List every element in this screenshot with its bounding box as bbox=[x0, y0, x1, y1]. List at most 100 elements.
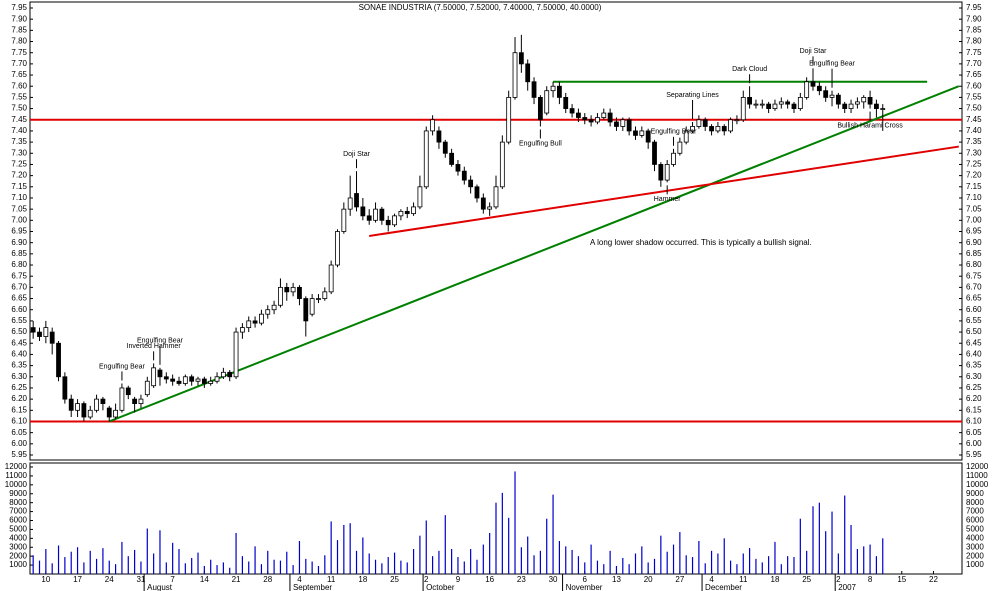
candle-body bbox=[81, 403, 87, 418]
candle-body bbox=[417, 186, 423, 208]
candle-body bbox=[785, 101, 791, 105]
candle-body bbox=[385, 219, 391, 226]
y-tick-label: 6.00 bbox=[966, 439, 982, 448]
annotation: Dark Cloud bbox=[732, 66, 767, 73]
y-tick-label: 6.40 bbox=[11, 350, 27, 359]
y-tick-label: 7.80 bbox=[966, 37, 982, 46]
candle-body bbox=[614, 121, 619, 127]
y-tick-label: 6.70 bbox=[966, 282, 982, 291]
volume-bar bbox=[514, 471, 516, 574]
candle-body bbox=[265, 309, 271, 315]
volume-bar bbox=[127, 556, 129, 574]
y-tick-label: 6.15 bbox=[11, 405, 27, 414]
y-tick-label: 6.55 bbox=[11, 316, 27, 325]
candle-body bbox=[848, 103, 854, 109]
candle-body bbox=[195, 378, 201, 382]
volume-bar bbox=[412, 549, 415, 574]
candle-body bbox=[842, 103, 848, 109]
volume-bar bbox=[666, 551, 668, 574]
y-tick-label: 6.25 bbox=[966, 383, 982, 392]
annotation: Separating Lines bbox=[666, 92, 719, 99]
y-tick-label: 6.70 bbox=[11, 282, 27, 291]
month-label: December bbox=[705, 583, 742, 591]
candle-body bbox=[810, 81, 816, 87]
candle-body bbox=[607, 112, 613, 123]
volume-bar bbox=[501, 492, 503, 574]
y-tick-label: 6.95 bbox=[966, 227, 982, 236]
candle-body bbox=[829, 94, 835, 98]
y-tick-label: 6.35 bbox=[11, 361, 27, 370]
x-tick-label: 11 bbox=[327, 575, 336, 584]
candle-body bbox=[461, 170, 467, 181]
candle-body bbox=[576, 112, 581, 118]
volume-bar bbox=[400, 560, 402, 574]
candle-body bbox=[170, 378, 176, 382]
volume-bar bbox=[825, 531, 827, 574]
x-tick-label: 6 bbox=[583, 575, 588, 584]
x-tick-label: 17 bbox=[73, 575, 82, 584]
candle-body bbox=[214, 376, 220, 382]
y-tick-label: 7.95 bbox=[966, 3, 982, 12]
candle-body bbox=[531, 81, 537, 98]
y-tick-label: 6.25 bbox=[11, 383, 27, 392]
volume-bar bbox=[32, 555, 34, 574]
y-tick-label: 7.65 bbox=[11, 70, 27, 79]
candle-body bbox=[316, 298, 321, 300]
candle-body bbox=[544, 90, 550, 114]
y-tick-label: 3000 bbox=[966, 542, 984, 551]
volume-bar bbox=[222, 562, 224, 574]
y-tick-label: 7.10 bbox=[11, 193, 27, 202]
volume-bar bbox=[520, 547, 522, 574]
candle-body bbox=[442, 141, 448, 154]
candle-body bbox=[176, 380, 182, 384]
candle-body bbox=[747, 97, 753, 105]
volume-bar bbox=[216, 565, 218, 574]
y-tick-label: 9000 bbox=[966, 489, 984, 498]
candle-body bbox=[106, 407, 112, 418]
volume-bar bbox=[317, 565, 320, 574]
volume-bar bbox=[83, 562, 85, 574]
candle-body bbox=[328, 264, 334, 293]
candle-body bbox=[804, 81, 810, 98]
y-tick-label: 6.10 bbox=[966, 417, 982, 426]
candle-body bbox=[702, 119, 708, 127]
candle-body bbox=[677, 141, 683, 154]
candle-body bbox=[740, 97, 746, 121]
y-tick-label: 7.55 bbox=[11, 93, 27, 102]
y-tick-label: 12000 bbox=[5, 462, 28, 471]
y-tick-label: 7.00 bbox=[966, 215, 982, 224]
y-tick-label: 6.75 bbox=[966, 271, 982, 280]
volume-bar bbox=[679, 532, 681, 574]
y-tick-label: 7.35 bbox=[966, 137, 982, 146]
month-label: 2007 bbox=[838, 583, 856, 591]
volume-bar bbox=[451, 549, 453, 574]
candle-body bbox=[37, 331, 42, 337]
volume-bar bbox=[799, 518, 801, 574]
candle-body bbox=[271, 304, 277, 311]
candle-body bbox=[404, 210, 410, 215]
candle-body bbox=[62, 376, 68, 400]
candle-body bbox=[658, 164, 664, 181]
candle-body bbox=[506, 97, 512, 143]
candle-body bbox=[151, 367, 157, 387]
y-tick-label: 6.80 bbox=[966, 260, 982, 269]
volume-bar bbox=[355, 550, 358, 574]
x-tick-label: 21 bbox=[232, 575, 241, 584]
volume-bar bbox=[431, 556, 434, 574]
candle-body bbox=[100, 398, 106, 404]
y-tick-label: 7.45 bbox=[966, 115, 982, 124]
volume-bar bbox=[685, 555, 687, 574]
volume-bar bbox=[273, 559, 275, 574]
candle-body bbox=[322, 291, 328, 299]
annotation: Doji Star bbox=[800, 48, 828, 55]
candle-body bbox=[56, 342, 61, 378]
candle-body bbox=[633, 130, 638, 136]
candle-body bbox=[499, 141, 505, 188]
x-tick-label: 25 bbox=[802, 575, 811, 584]
candle-body bbox=[157, 369, 163, 378]
candle-body bbox=[759, 103, 765, 106]
volume-bar bbox=[444, 515, 446, 574]
candle-body bbox=[626, 119, 632, 132]
y-tick-label: 6.65 bbox=[11, 294, 27, 303]
volume-bar bbox=[596, 560, 599, 574]
